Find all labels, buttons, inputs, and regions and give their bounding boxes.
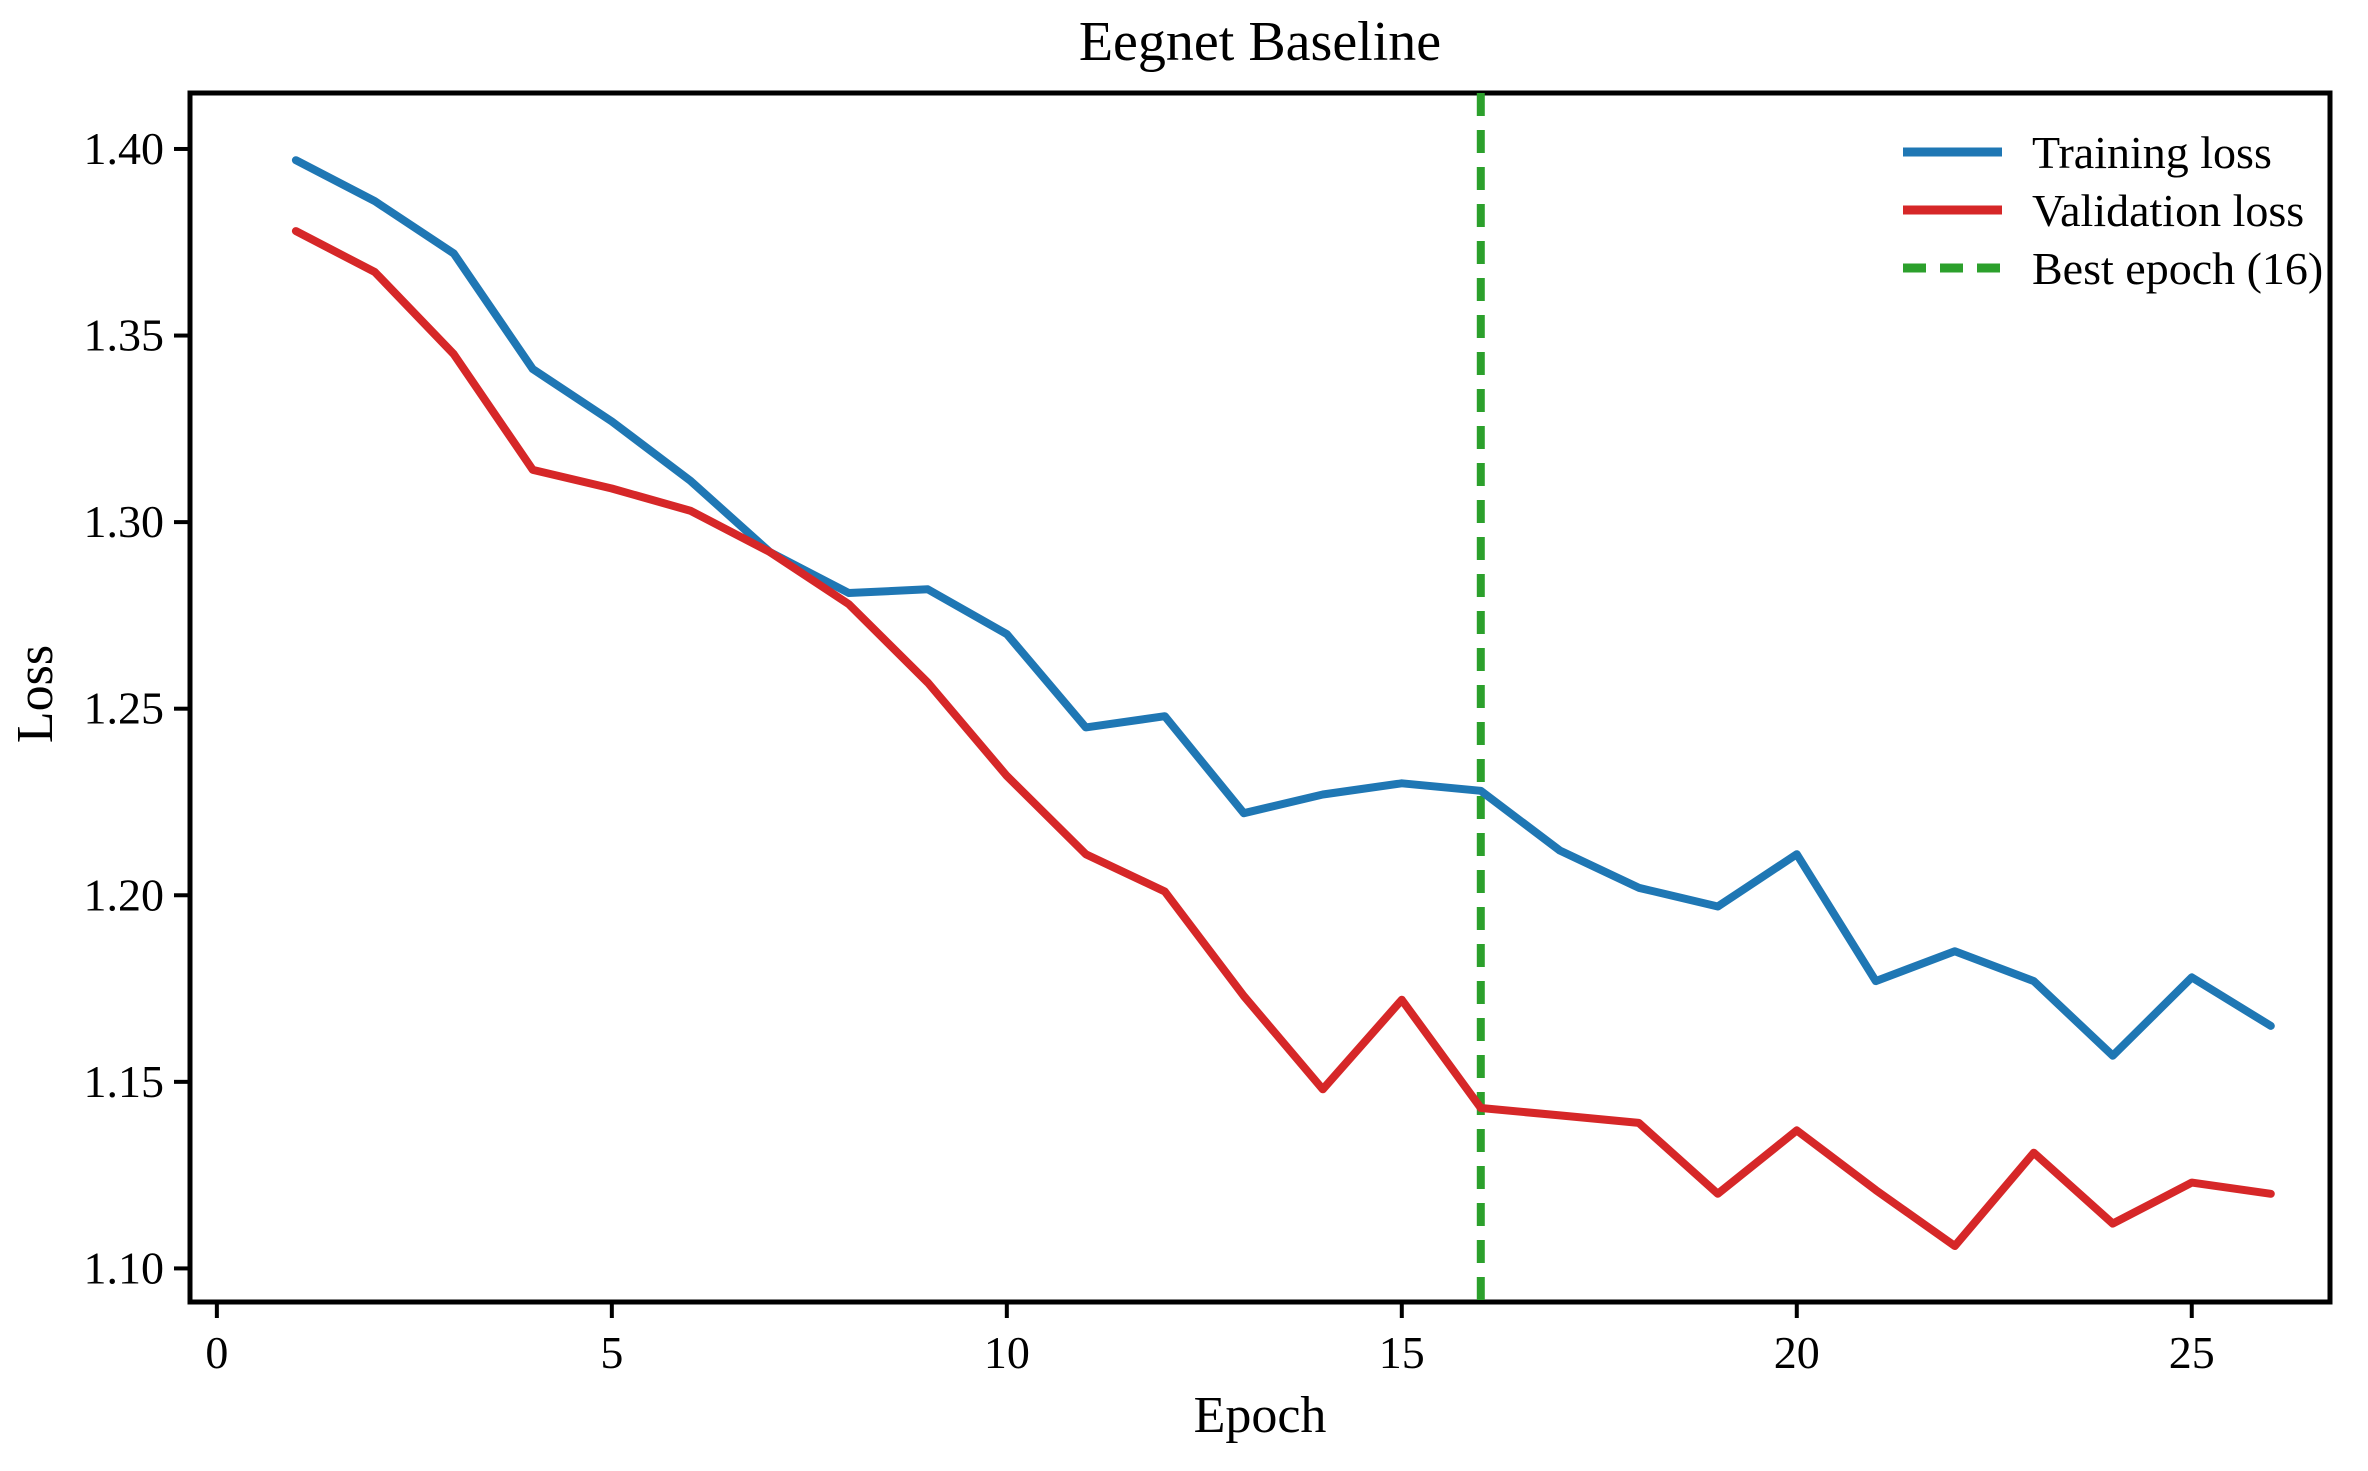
y-axis-ticks: 1.10 1.15 1.20 1.25 1.30 1.35 1.40 [84, 123, 190, 1293]
legend-label: Validation loss [2032, 185, 2304, 236]
y-axis-label: Loss [7, 645, 64, 743]
plot-area-border [187, 90, 2333, 1305]
legend-item-training-loss: Training loss [1903, 127, 2272, 178]
legend-item-best-epoch: Best epoch (16) [1903, 243, 2323, 294]
x-tick-label: 5 [600, 1327, 623, 1378]
chart-title: Eegnet Baseline [1079, 11, 1441, 73]
series-lines [291, 93, 2275, 1302]
x-tick-label: 25 [2169, 1327, 2215, 1378]
x-tick-label: 0 [205, 1327, 228, 1378]
y-tick-label: 1.35 [84, 310, 165, 361]
x-tick-label: 20 [1774, 1327, 1820, 1378]
y-tick-label: 1.15 [84, 1056, 165, 1107]
y-tick-label: 1.30 [84, 496, 165, 547]
legend-item-validation-loss: Validation loss [1903, 185, 2304, 236]
x-axis-ticks: 0 5 10 15 20 25 [205, 1302, 2215, 1378]
legend-label: Training loss [2032, 127, 2272, 178]
validation-loss-line [291, 227, 2275, 1250]
y-tick-label: 1.20 [84, 869, 165, 920]
y-tick-label: 1.40 [84, 123, 165, 174]
legend-label: Best epoch (16) [2032, 243, 2323, 294]
x-axis-label: Epoch [1194, 1387, 1327, 1444]
training-loss-line [291, 156, 2275, 1060]
y-tick-label: 1.10 [84, 1242, 165, 1293]
x-tick-label: 15 [1379, 1327, 1425, 1378]
legend: Training loss Validation loss Best epoch (… [1903, 127, 2323, 294]
y-tick-label: 1.25 [84, 683, 165, 734]
x-tick-label: 10 [984, 1327, 1030, 1378]
